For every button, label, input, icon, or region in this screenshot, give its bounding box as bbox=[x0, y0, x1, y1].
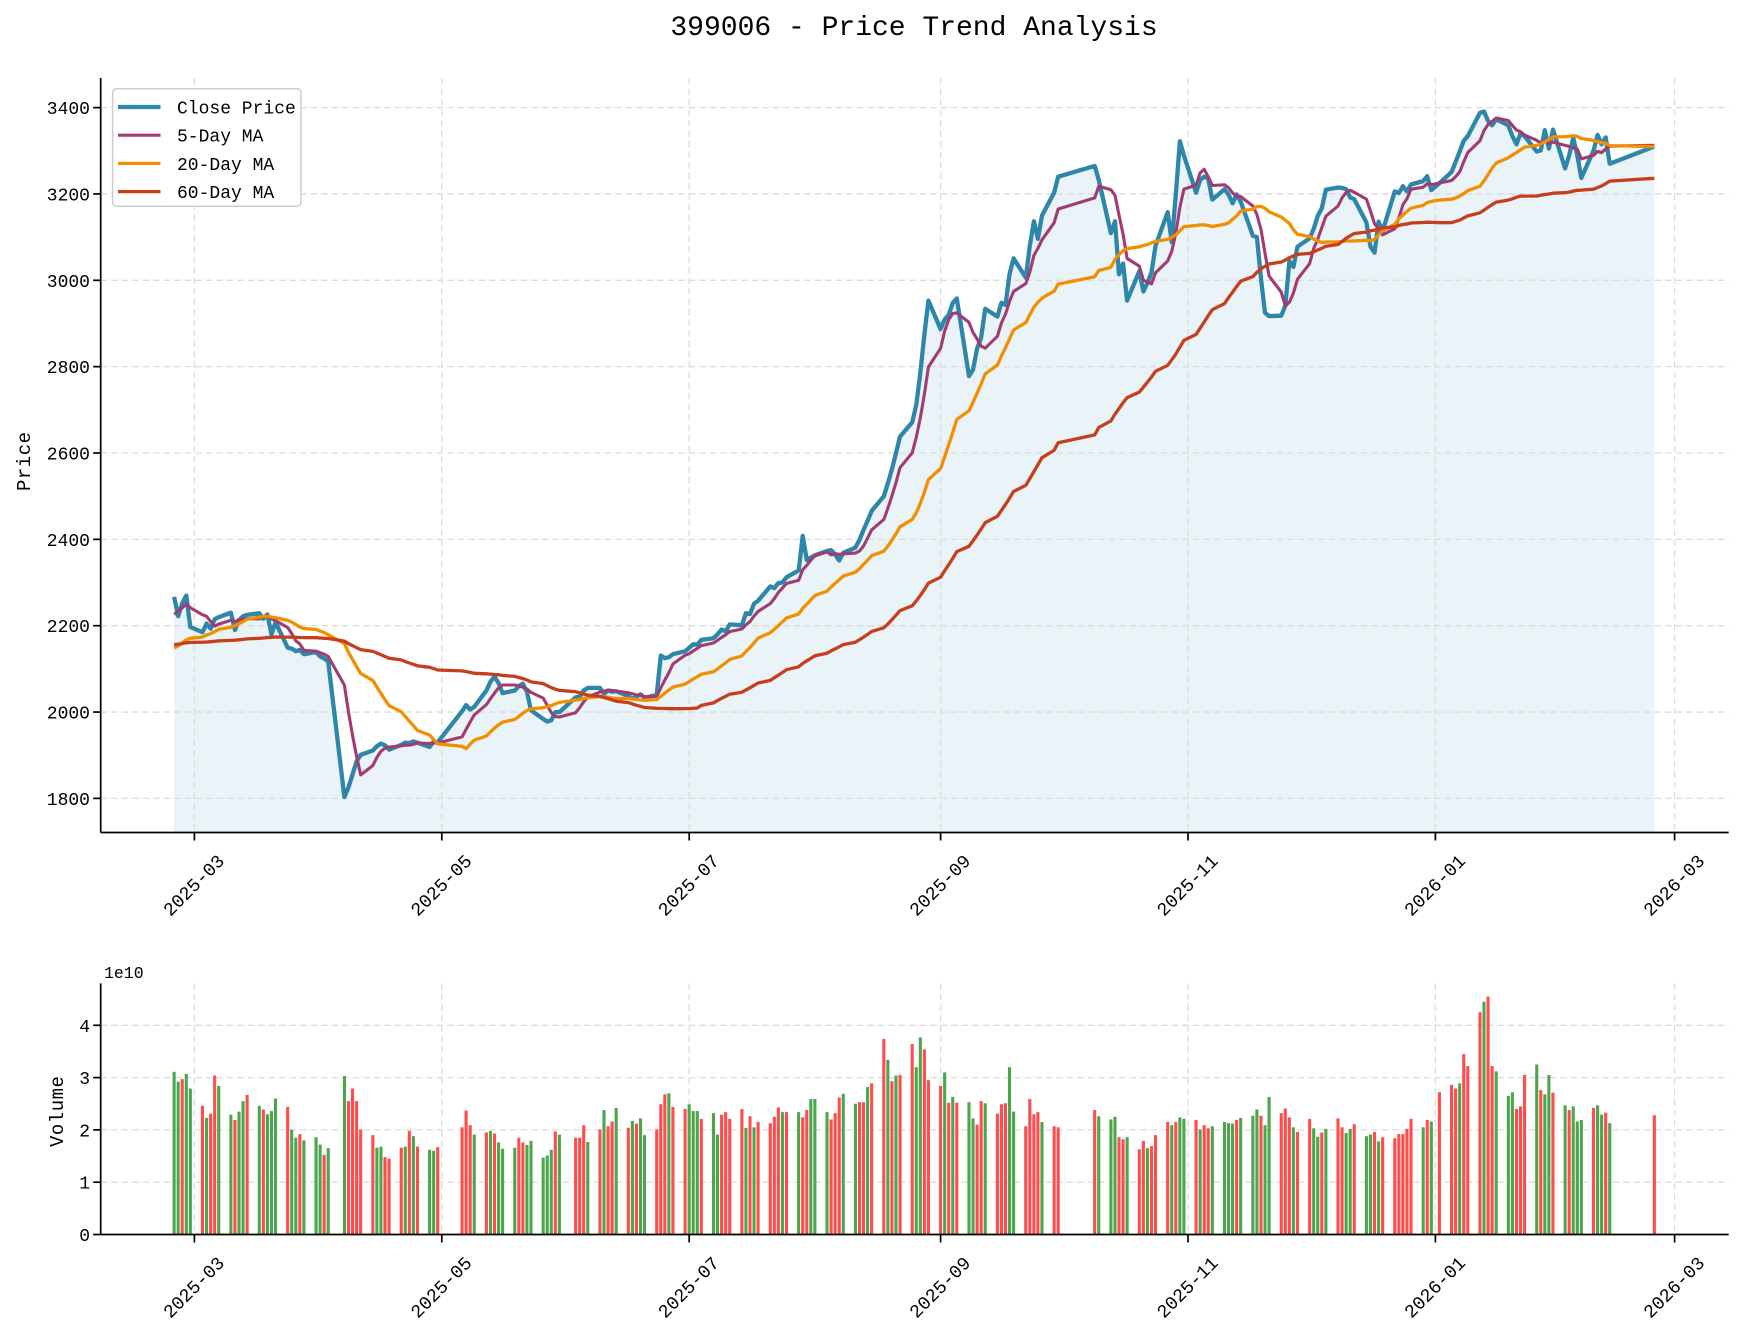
svg-text:1e10: 1e10 bbox=[104, 964, 144, 983]
svg-text:1: 1 bbox=[79, 1175, 90, 1195]
svg-text:2000: 2000 bbox=[47, 705, 90, 725]
svg-text:60-Day MA: 60-Day MA bbox=[177, 184, 274, 204]
svg-text:399006 - Price Trend Analysis: 399006 - Price Trend Analysis bbox=[670, 13, 1157, 44]
svg-text:Close Price: Close Price bbox=[177, 100, 296, 120]
svg-text:3: 3 bbox=[79, 1070, 90, 1090]
svg-text:2800: 2800 bbox=[47, 359, 90, 379]
svg-text:1800: 1800 bbox=[47, 791, 90, 811]
svg-text:0: 0 bbox=[79, 1227, 90, 1247]
svg-text:Volume: Volume bbox=[47, 1076, 69, 1147]
svg-text:3000: 3000 bbox=[47, 273, 90, 293]
svg-text:2200: 2200 bbox=[47, 618, 90, 638]
svg-text:3400: 3400 bbox=[47, 100, 90, 120]
svg-text:Price: Price bbox=[14, 431, 36, 491]
svg-text:2400: 2400 bbox=[47, 532, 90, 552]
svg-text:20-Day MA: 20-Day MA bbox=[177, 156, 274, 176]
svg-text:2: 2 bbox=[79, 1122, 90, 1142]
svg-text:2600: 2600 bbox=[47, 446, 90, 466]
svg-text:5-Day MA: 5-Day MA bbox=[177, 128, 264, 148]
svg-text:3200: 3200 bbox=[47, 186, 90, 206]
svg-text:4: 4 bbox=[79, 1018, 90, 1038]
